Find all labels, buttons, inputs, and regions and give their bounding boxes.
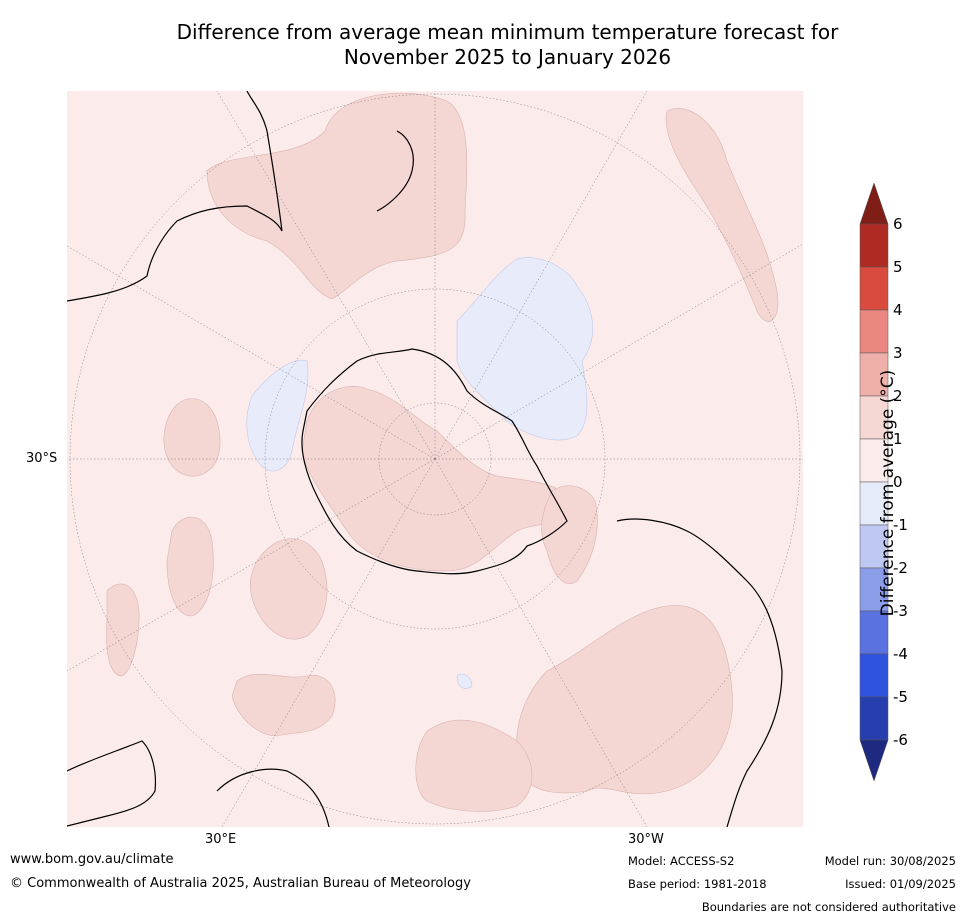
colorbar-band-6: [859, 438, 889, 483]
title-line-2: November 2025 to January 2026: [343, 45, 672, 69]
anomaly-region-south-atlantic: [516, 605, 733, 795]
website-link[interactable]: www.bom.gov.au/climate: [10, 852, 174, 867]
meridian-4: [221, 458, 436, 827]
colorbar-svg: [859, 182, 889, 782]
model-run: Model run: 30/08/2025: [824, 854, 956, 868]
colorbar-tick: 6: [893, 215, 903, 233]
anomaly-region-indian-mid: [231, 673, 336, 737]
label-30e: 30°E: [205, 832, 237, 847]
coastline-australia: [67, 91, 283, 302]
map-title: Difference from average mean minimum tem…: [0, 20, 965, 70]
colorbar-tick: -6: [893, 731, 908, 749]
anomaly-region-east-pacific: [665, 108, 779, 322]
meridian-2: [434, 243, 803, 460]
colorbar: [855, 180, 915, 785]
coastline-madagascar: [216, 768, 330, 827]
colorbar-tick: 5: [893, 258, 903, 276]
colorbar-band-12: [859, 696, 889, 741]
anomaly-region-atlantic: [541, 485, 598, 584]
meridian-8: [434, 91, 648, 460]
anomaly-region-cool-indian: [246, 359, 309, 472]
anomaly-region-far-southwest: [106, 583, 140, 677]
meridian-3: [434, 458, 648, 827]
meridian-5: [67, 245, 436, 460]
colorbar-band-3: [859, 309, 889, 354]
model-name: Model: ACCESS-S2: [628, 854, 735, 868]
label-30s: 30°S: [26, 451, 58, 466]
anomaly-region-indian-south: [415, 719, 533, 812]
colorbar-band-10: [859, 610, 889, 655]
colorbar-title: Difference from average (°C): [878, 369, 898, 617]
anomaly-region-africa-south: [249, 538, 328, 640]
graticule-circle-mid: [264, 288, 606, 630]
colorbar-tick: -4: [893, 645, 908, 663]
colorbar-tick: 3: [893, 344, 903, 362]
coastline-antarctica: [301, 348, 568, 575]
colorbar-tick: -5: [893, 688, 908, 706]
label-30w: 30°W: [628, 832, 664, 847]
coastline-south-america: [616, 518, 783, 827]
colorbar-band-11: [859, 653, 889, 698]
issued-date: Issued: 01/09/2025: [845, 877, 956, 891]
map-svg: [67, 91, 803, 827]
colorbar-extend-top: [859, 182, 889, 225]
colorbar-band-8: [859, 524, 889, 569]
base-period: Base period: 1981-2018: [628, 877, 767, 891]
colorbar-tick: 1: [893, 430, 903, 448]
coastline-new-zealand: [376, 130, 414, 212]
colorbar-extend-bottom: [859, 739, 889, 782]
colorbar-band-5: [859, 395, 889, 440]
colorbar-tick: 0: [893, 473, 903, 491]
anomaly-region-cool-small: [456, 673, 473, 689]
colorbar-tick: -3: [893, 602, 908, 620]
colorbar-tick: -2: [893, 559, 908, 577]
anomaly-region-pacific-west: [206, 92, 468, 300]
colorbar-band-2: [859, 266, 889, 311]
colorbar-band-4: [859, 352, 889, 397]
anomaly-region-cool-pacific: [456, 257, 593, 441]
colorbar-band-9: [859, 567, 889, 612]
anomaly-region-indian-southwest: [166, 516, 214, 617]
copyright: © Commonwealth of Australia 2025, Austra…: [10, 876, 471, 891]
colorbar-tick: 4: [893, 301, 903, 319]
colorbar-band-1: [859, 223, 889, 268]
polar-map: [67, 91, 803, 827]
colorbar-tick: -1: [893, 516, 908, 534]
anomaly-region-indian-west: [163, 398, 221, 477]
disclaimer: Boundaries are not considered authoritat…: [701, 900, 956, 914]
title-line-1: Difference from average mean minimum tem…: [176, 20, 839, 44]
meridian-7: [216, 91, 436, 460]
coastline-africa: [67, 740, 157, 827]
meridian-6: [67, 458, 436, 672]
colorbar-tick: 2: [893, 387, 903, 405]
